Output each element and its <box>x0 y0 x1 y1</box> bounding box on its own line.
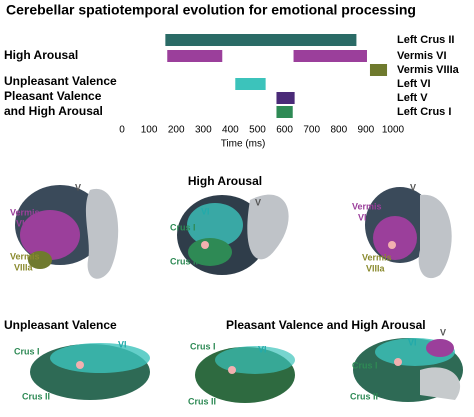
row-label: Left VI <box>397 78 431 90</box>
region-label: Crus II <box>22 391 50 401</box>
bar <box>167 50 223 62</box>
region-label: VI <box>16 218 25 228</box>
region-label: Crus I <box>170 222 196 232</box>
x-tick-label: 400 <box>222 125 239 136</box>
brain-image <box>365 187 452 279</box>
panel-title: Pleasant Valence and High Arousal <box>226 318 426 332</box>
bar <box>369 64 388 76</box>
bar <box>293 50 367 62</box>
row-label: Vermis VI <box>397 50 447 62</box>
region-label: V <box>255 197 261 207</box>
x-tick-label: 500 <box>249 125 266 136</box>
region-label: VI <box>118 339 127 349</box>
x-tick-label: 800 <box>330 125 347 136</box>
panel-title: Unpleasant Valence <box>4 318 117 332</box>
region-label: Crus II <box>188 396 216 406</box>
region-label: Crus II <box>170 256 198 266</box>
x-tick-label: 1000 <box>382 125 405 136</box>
x-tick-label: 600 <box>276 125 293 136</box>
region-label: V <box>440 327 446 337</box>
region-label: VIIIa <box>366 263 386 273</box>
group-label: High Arousal <box>4 48 78 62</box>
group-label: Unpleasant Valence <box>4 74 117 88</box>
chart-title: Cerebellar spatiotemporal evolution for … <box>6 2 416 18</box>
group-label: Pleasant Valence <box>4 89 102 103</box>
region-label: Crus I <box>190 341 216 351</box>
region-label: Crus I <box>14 346 40 356</box>
region-label: V <box>410 182 416 192</box>
x-tick-label: 700 <box>303 125 320 136</box>
x-tick-label: 300 <box>195 125 212 136</box>
region-label: V <box>75 182 81 192</box>
region-label: VI <box>358 212 367 222</box>
region-label: Vermis <box>352 201 382 211</box>
region-label: Crus I <box>352 360 378 370</box>
x-tick-label: 900 <box>358 125 375 136</box>
bar <box>165 34 357 46</box>
region-label: VI <box>258 344 267 354</box>
bar <box>276 92 295 104</box>
group-label: and High Arousal <box>4 104 103 118</box>
bar <box>235 78 266 90</box>
x-axis-label: Time (ms) <box>221 139 266 150</box>
row-label: Left Crus II <box>397 34 454 46</box>
region-label: Vermis <box>362 252 392 262</box>
region-label: Crus II <box>350 391 378 401</box>
bar <box>276 106 293 118</box>
brain-image <box>30 343 150 400</box>
row-label: Vermis VIIIa <box>397 64 460 76</box>
x-tick-label: 200 <box>168 125 185 136</box>
brain-image <box>195 346 295 403</box>
region-label: Vermis <box>10 207 40 217</box>
brain-image <box>353 338 463 402</box>
region-label: VI <box>201 206 210 216</box>
panel-title: High Arousal <box>188 174 262 188</box>
region-label: VIIIa <box>14 262 34 272</box>
row-label: Left V <box>397 92 428 104</box>
x-tick-label: 100 <box>141 125 158 136</box>
brain-image <box>177 194 289 275</box>
brain-image <box>15 185 119 279</box>
region-label: VI <box>408 337 417 347</box>
region-label: Vermis <box>10 251 40 261</box>
x-tick-label: 0 <box>119 125 125 136</box>
row-label: Left Crus I <box>397 106 451 118</box>
